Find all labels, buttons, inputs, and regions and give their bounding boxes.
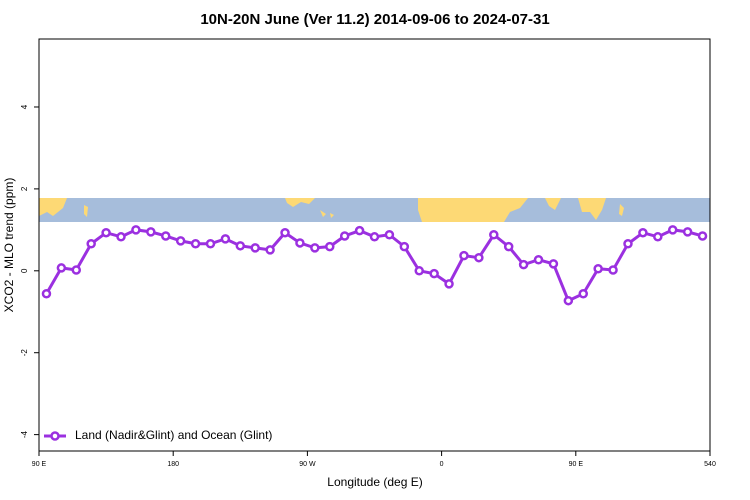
legend-marker xyxy=(50,431,60,441)
point xyxy=(160,231,171,241)
legend: Land (Nadir&Glint) and Ocean (Glint) xyxy=(44,428,272,442)
x-tick-label: 0 xyxy=(440,461,444,468)
point xyxy=(489,230,499,240)
point xyxy=(250,243,260,253)
y-tick-label: 2 xyxy=(20,186,29,191)
point xyxy=(474,252,484,263)
point xyxy=(220,234,231,244)
y-axis-label: XCO2 - MLO trend (ppm) xyxy=(2,178,16,313)
point xyxy=(235,241,246,251)
point xyxy=(593,264,603,274)
point xyxy=(518,259,529,270)
point xyxy=(295,238,305,248)
x-tick-label: 90 W xyxy=(299,461,316,468)
point xyxy=(339,231,350,241)
point xyxy=(667,225,678,235)
point xyxy=(280,227,290,238)
point xyxy=(548,259,559,269)
plot-frame xyxy=(38,38,711,452)
point xyxy=(131,225,141,235)
point xyxy=(56,263,67,273)
x-tick-label: 180 xyxy=(167,461,179,468)
point xyxy=(563,295,574,306)
y-tick-label: -4 xyxy=(20,431,29,439)
point xyxy=(414,266,424,276)
point xyxy=(533,254,544,265)
point xyxy=(71,265,82,275)
point xyxy=(578,288,589,299)
y-tick-label: -2 xyxy=(20,349,29,357)
point xyxy=(697,231,708,241)
point xyxy=(384,230,395,240)
x-tick-label: 90 E xyxy=(32,461,47,468)
point xyxy=(399,241,410,252)
point xyxy=(503,241,514,252)
x-tick-label: 90 E xyxy=(569,461,584,468)
y-tick-label: 0 xyxy=(20,268,29,273)
point xyxy=(86,239,96,249)
point xyxy=(41,288,52,299)
point xyxy=(638,227,648,238)
point xyxy=(205,239,216,249)
point xyxy=(608,265,618,275)
point xyxy=(429,268,439,279)
point xyxy=(459,250,469,261)
legend-label: Land (Nadir&Glint) and Ocean (Glint) xyxy=(75,428,272,442)
x-tick-label: 540 xyxy=(704,461,716,468)
point xyxy=(623,239,633,249)
point xyxy=(190,239,201,249)
point xyxy=(175,236,186,246)
point xyxy=(354,225,365,236)
point xyxy=(101,227,111,238)
point xyxy=(369,232,380,242)
y-tick-label: 4 xyxy=(20,104,29,109)
map-band xyxy=(39,198,710,222)
chart-title: 10N-20N June (Ver 11.2) 2014-09-06 to 20… xyxy=(200,11,549,28)
point xyxy=(265,245,275,255)
x-axis-label: Longitude (deg E) xyxy=(327,475,422,489)
point xyxy=(325,241,335,252)
point xyxy=(444,279,454,289)
point xyxy=(116,232,126,242)
point xyxy=(653,232,663,242)
point xyxy=(146,227,156,237)
point xyxy=(310,243,320,253)
point xyxy=(682,227,693,237)
